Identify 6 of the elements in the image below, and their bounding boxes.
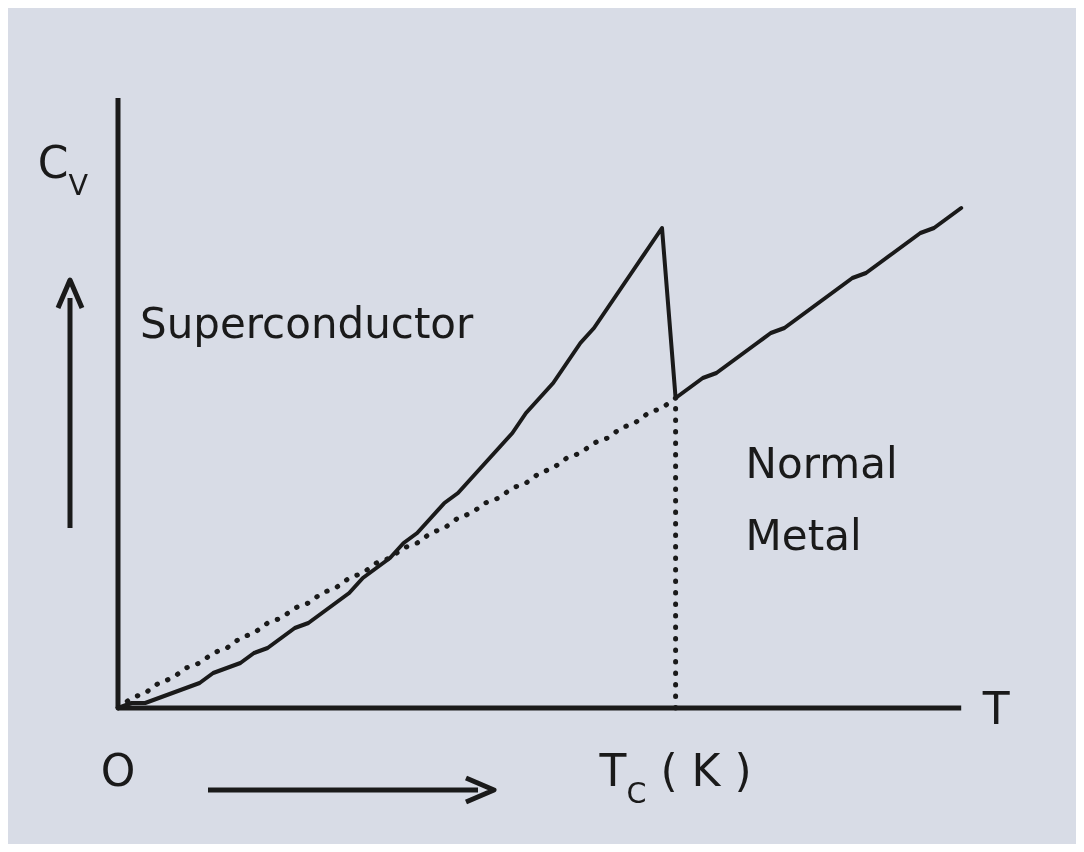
series-label: Normal Metal	[745, 439, 898, 560]
y-axis-title: C$_{V}$	[37, 137, 89, 202]
x-tick-label: T$_{C}$ ( K )	[598, 745, 752, 810]
x-tick-label: O	[100, 745, 136, 796]
series-label: Superconductor	[140, 299, 475, 348]
x-axis-title: T	[981, 683, 1010, 734]
